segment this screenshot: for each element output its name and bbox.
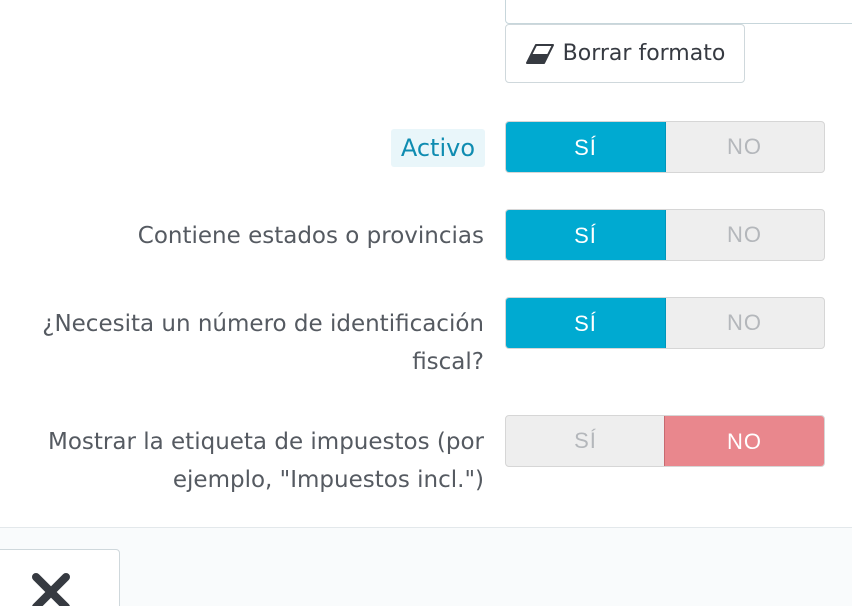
contains-states-label: Contiene estados o provincias: [137, 223, 484, 249]
close-icon: [32, 573, 70, 606]
show-tax-label-switch[interactable]: SÍ NO: [505, 415, 825, 467]
show-tax-label-label: Mostrar la etiqueta de impuestos (por ej…: [48, 423, 484, 499]
contains-states-switch[interactable]: SÍ NO: [505, 209, 825, 261]
cancel-button[interactable]: [0, 549, 120, 606]
show-tax-label-no-option[interactable]: NO: [664, 416, 824, 466]
show-tax-label-line2: ejemplo, "Impuestos incl."): [172, 467, 484, 493]
eraser-icon: [525, 43, 554, 64]
need-tax-id-switch[interactable]: SÍ NO: [505, 297, 825, 349]
need-tax-id-label: ¿Necesita un número de identificación fi…: [42, 305, 484, 381]
active-label: Activo: [390, 129, 485, 167]
text-field-partial[interactable]: [505, 0, 852, 24]
active-yes-option[interactable]: SÍ: [506, 122, 666, 172]
show-tax-label-yes-option[interactable]: SÍ: [574, 428, 597, 453]
need-tax-id-yes-option[interactable]: SÍ: [506, 298, 666, 348]
need-tax-id-label-line1: ¿Necesita un número de identificación: [42, 311, 484, 337]
form-footer: [0, 527, 852, 606]
need-tax-id-no-option[interactable]: NO: [727, 310, 762, 335]
show-tax-label-line1: Mostrar la etiqueta de impuestos (por: [48, 429, 484, 455]
active-no-option[interactable]: NO: [727, 134, 762, 159]
clear-format-button[interactable]: Borrar formato: [505, 24, 745, 83]
active-switch[interactable]: SÍ NO: [505, 121, 825, 173]
contains-states-no-option[interactable]: NO: [727, 222, 762, 247]
contains-states-yes-option[interactable]: SÍ: [506, 210, 666, 260]
clear-format-label: Borrar formato: [562, 41, 726, 66]
need-tax-id-label-line2: fiscal?: [412, 349, 484, 375]
